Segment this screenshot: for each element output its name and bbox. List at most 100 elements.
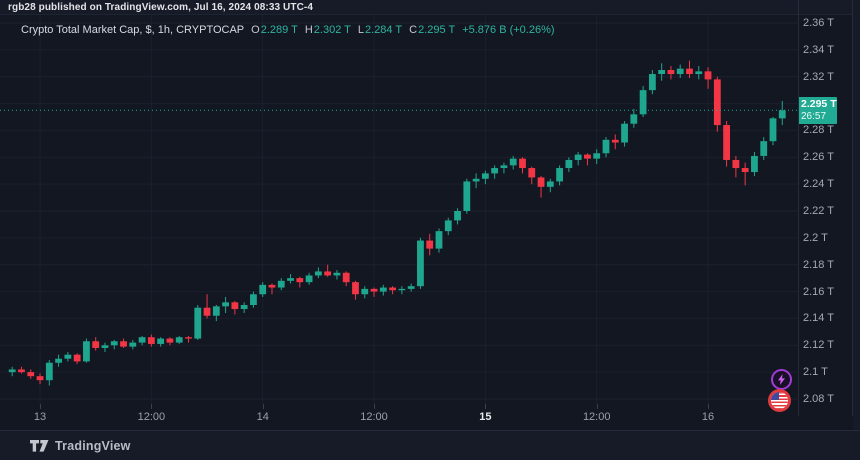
- time-tick-mark: [40, 404, 42, 409]
- price-scale[interactable]: 2.295 T 26:57 2.36 T2.34 T2.32 T2.3 T2.2…: [798, 15, 853, 405]
- candle-body: [92, 341, 100, 348]
- candle-body: [175, 337, 183, 343]
- candle-body: [333, 272, 341, 276]
- candle-body: [194, 307, 202, 339]
- candle-body: [537, 177, 545, 187]
- price-tick-label: 2.32 T: [803, 70, 834, 83]
- candlestick-plot[interactable]: [0, 15, 798, 405]
- candle-body: [630, 114, 638, 124]
- price-tick-label: 2.1 T: [803, 366, 828, 379]
- time-tick-mark: [151, 404, 153, 409]
- time-tick-label: 12:00: [137, 411, 166, 423]
- candle-body: [778, 110, 786, 119]
- candle-body: [27, 372, 35, 377]
- publish-watermark-text: rgb28 published on TradingView.com, Jul …: [8, 1, 313, 13]
- tradingview-logo-icon[interactable]: [30, 439, 49, 453]
- symbol-title[interactable]: Crypto Total Market Cap, $, 1h, CRYPTOCA…: [21, 24, 245, 36]
- candle-body: [639, 90, 647, 115]
- change-readout: +5.876 B (+0.26%): [462, 24, 555, 36]
- candle-body: [426, 240, 434, 249]
- time-tick-mark: [596, 404, 598, 409]
- candle-body: [212, 306, 220, 316]
- price-tick-label: 2.36 T: [803, 17, 834, 29]
- candle-body: [36, 376, 44, 381]
- time-tick-label: 12:00: [582, 411, 611, 423]
- candle-body: [676, 68, 684, 75]
- candle-body: [667, 70, 675, 75]
- candle-body: [250, 294, 257, 305]
- candle-body: [45, 362, 53, 381]
- price-tick-label: 2.08 T: [803, 393, 834, 405]
- candle-body: [611, 139, 619, 143]
- time-scale[interactable]: 13 12:00 14 12:00 15 12:00 16: [0, 404, 853, 430]
- ohlc-low: L 2.284 T: [357, 24, 403, 36]
- candle-body: [584, 154, 591, 159]
- candle-body: [704, 71, 712, 80]
- candle-body: [481, 173, 489, 179]
- us-flag-canton: [771, 392, 779, 400]
- time-tick-label: 13: [33, 411, 47, 423]
- candle-body: [101, 345, 109, 348]
- price-tick-label: 2.34 T: [803, 43, 834, 56]
- candle-body: [110, 341, 118, 346]
- candle-body: [55, 358, 62, 363]
- candle-body: [509, 158, 517, 166]
- candle-body: [546, 181, 554, 187]
- time-tick-label: 12:00: [360, 411, 388, 423]
- price-tick-label: 2.14 T: [803, 312, 834, 325]
- lightning-bolt-glyph: [778, 374, 785, 385]
- price-tick-label: 2.18 T: [803, 258, 834, 271]
- candle-body: [713, 79, 721, 126]
- candle-body: [602, 139, 610, 154]
- time-scale-divider: [0, 430, 860, 431]
- candle-body: [222, 302, 229, 307]
- candle-body: [324, 271, 332, 276]
- ohlc-open: O 2.289 T: [251, 24, 298, 36]
- time-tick-label: 15: [479, 411, 492, 423]
- candle-body: [240, 305, 248, 310]
- tradingview-brand-text[interactable]: TradingView: [55, 438, 131, 453]
- candle-body: [444, 220, 452, 232]
- candle-body: [129, 342, 137, 347]
- candle-body: [203, 307, 211, 316]
- candle-body: [593, 153, 601, 159]
- candle-body: [231, 302, 239, 310]
- candle-body: [751, 155, 758, 173]
- candle-body: [556, 168, 564, 182]
- chart-pane[interactable]: Crypto Total Market Cap, $, 1h, CRYPTOCA…: [0, 14, 853, 405]
- last-price-badge[interactable]: 2.295 T 26:57: [798, 96, 837, 124]
- ohlc-high: H 2.302 T: [304, 24, 351, 36]
- candle-body: [686, 68, 693, 75]
- candle-body: [519, 158, 526, 169]
- candle-body: [389, 287, 396, 291]
- candle-body: [64, 354, 72, 359]
- symbol-legend[interactable]: Crypto Total Market Cap, $, 1h, CRYPTOCA…: [21, 24, 555, 36]
- candle-body: [472, 178, 480, 182]
- candle-body: [185, 337, 192, 339]
- price-scale-divider: [798, 0, 799, 416]
- candle-body: [741, 168, 749, 173]
- lightning-event-icon[interactable]: [771, 369, 792, 390]
- candle-body: [83, 341, 90, 362]
- candle-body: [463, 181, 471, 211]
- us-flag-event-icon[interactable]: [768, 389, 791, 412]
- candle-body: [342, 272, 350, 283]
- candle-body: [454, 211, 461, 221]
- candle-body: [277, 280, 285, 288]
- candle-body: [8, 369, 16, 373]
- candle-body: [621, 123, 628, 143]
- ohlc-close: C 2.295 T: [409, 24, 456, 36]
- candle-body: [491, 168, 499, 174]
- candle-body: [138, 337, 146, 343]
- candle-body: [147, 337, 155, 344]
- candle-body: [500, 165, 508, 169]
- candle-body: [370, 288, 378, 292]
- price-tick-label: 2.2 T: [803, 231, 828, 244]
- price-tick-label: 2.16 T: [803, 285, 834, 298]
- candle-body: [574, 154, 582, 160]
- time-tick-mark: [485, 404, 487, 409]
- candle-body: [528, 168, 536, 178]
- candle-body: [648, 74, 656, 91]
- candle-body: [287, 278, 294, 281]
- bar-countdown: 26:57: [801, 110, 827, 122]
